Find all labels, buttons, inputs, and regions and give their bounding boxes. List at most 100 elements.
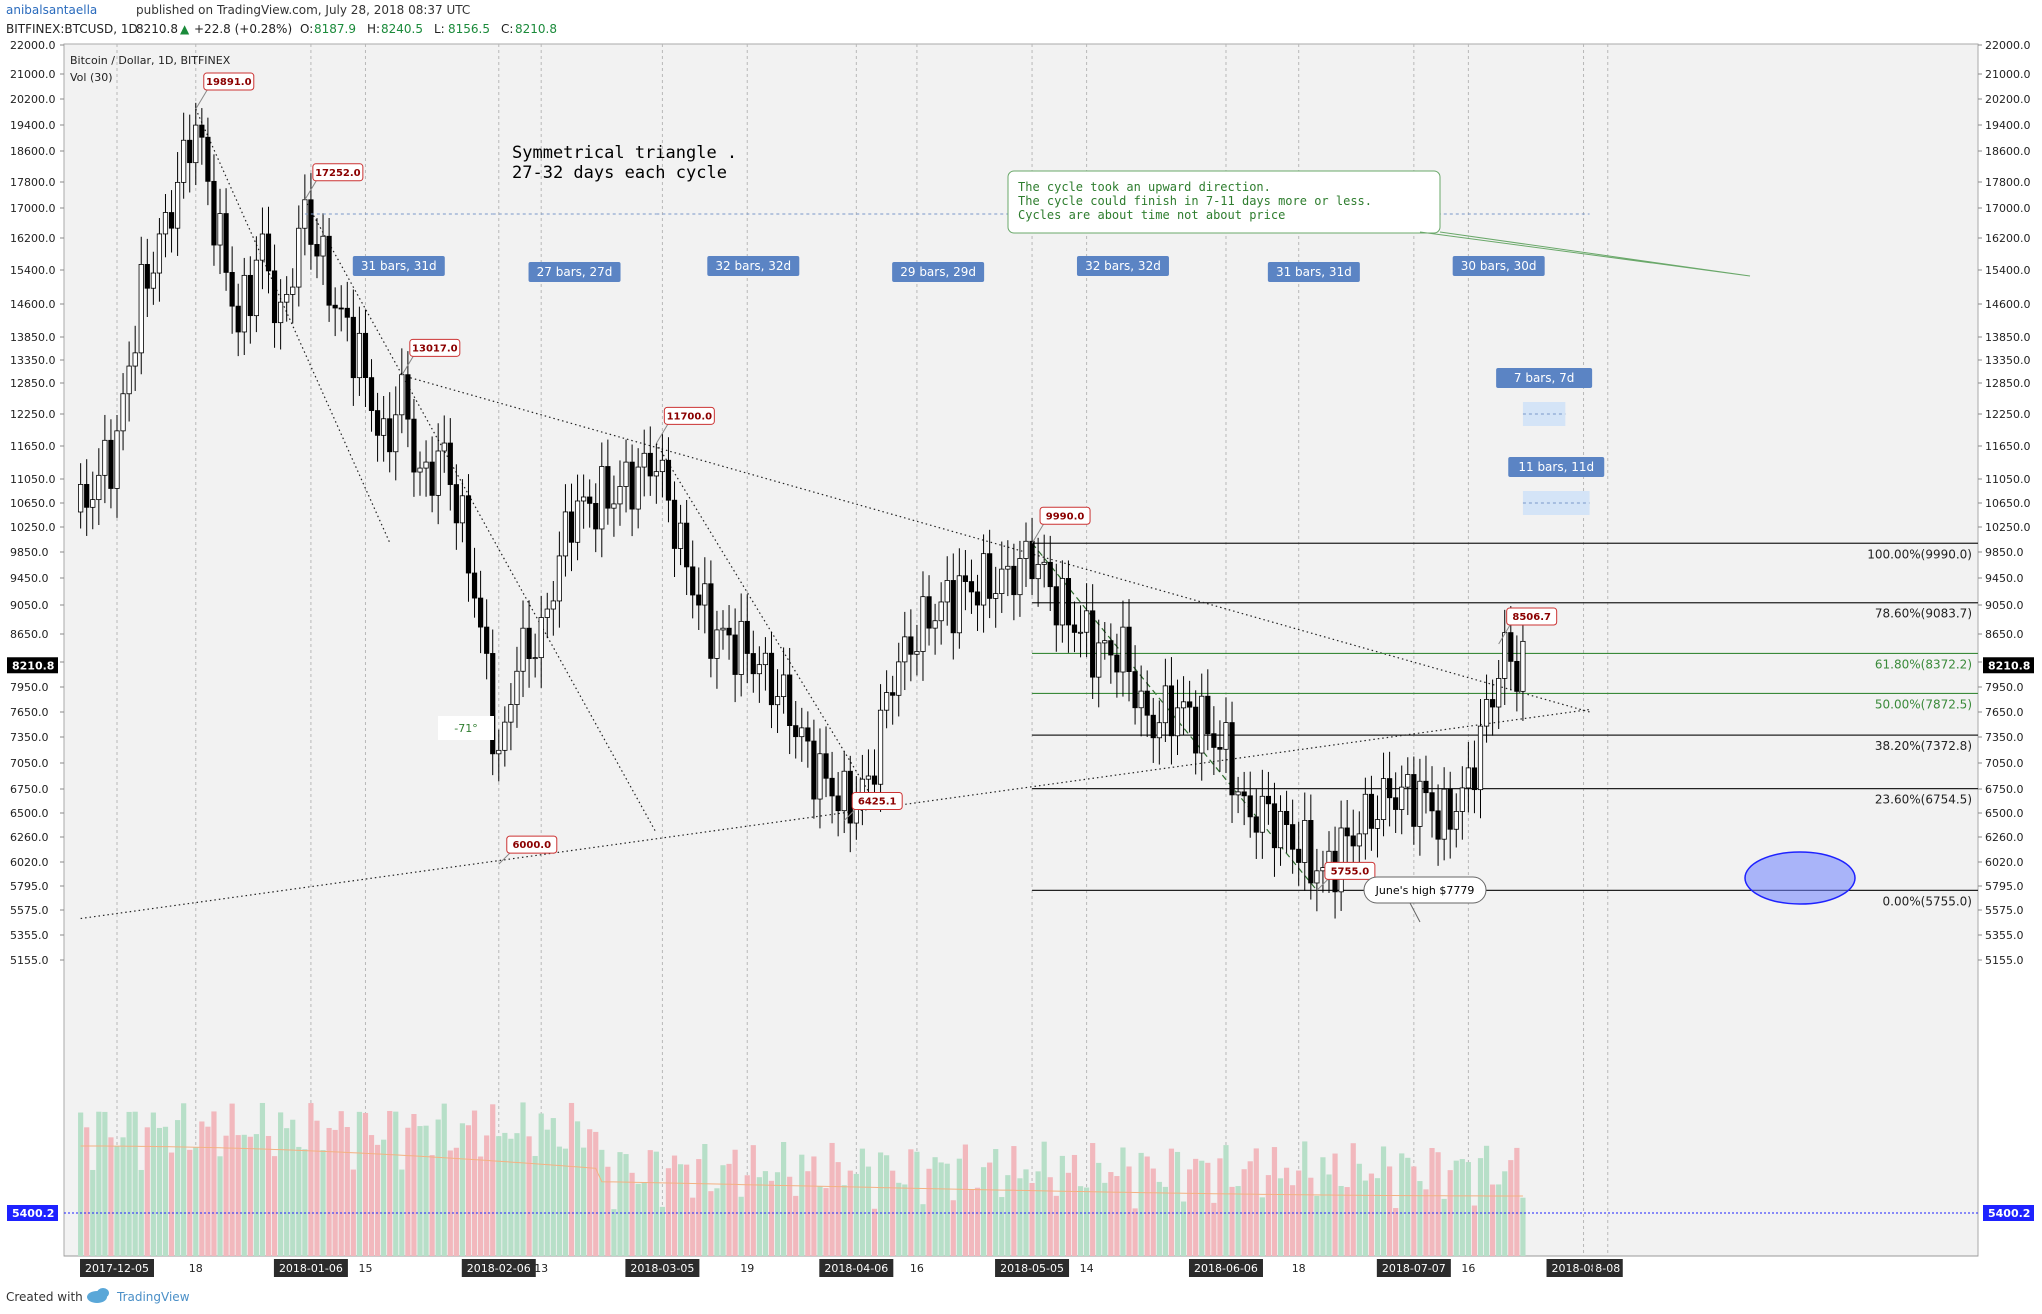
candle-body — [1071, 624, 1078, 633]
candle-body — [405, 374, 411, 420]
y-tick-label-right: 21000.0 — [1985, 68, 2031, 81]
x-date-label: 2018-06-06 — [1194, 1262, 1258, 1275]
volume-bar — [514, 1133, 520, 1256]
volume-bar — [484, 1135, 490, 1256]
price-label-text: 13017.0 — [412, 343, 458, 354]
candle-body — [278, 301, 284, 324]
candle-body — [562, 511, 569, 557]
candle-body — [665, 459, 672, 501]
candle-body — [611, 503, 617, 509]
volume-bar — [538, 1113, 544, 1256]
x-tick-label: 18 — [189, 1262, 203, 1275]
y-tick-label-right: 10250.0 — [1985, 521, 2031, 534]
time-axis[interactable]: 2017-12-05 18 2018-01-06 15 2018-02-06 13 2018… — [80, 1259, 1623, 1277]
candle-body — [714, 629, 720, 659]
price-label-pointer — [843, 808, 857, 821]
volume-bar — [1477, 1158, 1484, 1256]
y-tick-label-right: 9450.0 — [1985, 572, 2024, 585]
volume-bar — [520, 1102, 526, 1256]
volume-bar — [1338, 1185, 1344, 1256]
candle-body — [1174, 707, 1181, 737]
candle-body — [980, 553, 987, 606]
volume-bar — [405, 1127, 411, 1256]
x-tick-label: 19 — [740, 1262, 754, 1275]
x-date-label: 2018-07-07 — [1382, 1262, 1446, 1275]
volume-bar — [1211, 1202, 1217, 1256]
volume-bar — [411, 1114, 417, 1256]
volume-bar — [1126, 1166, 1132, 1256]
candle-body — [1253, 816, 1259, 833]
price-label-text: 8506.7 — [1512, 612, 1551, 623]
candle-body — [950, 580, 956, 634]
y-tick-label-right: 9850.0 — [1985, 546, 2024, 559]
cycle-note-2: The cycle could finish in 7-11 days more… — [1018, 194, 1372, 208]
candle-body — [174, 181, 181, 229]
y-tick-label-left: 6260.0 — [10, 831, 49, 844]
candle-body — [1259, 795, 1265, 833]
author-link[interactable]: anibalsantaella — [6, 3, 97, 17]
forecast-badge — [1508, 457, 1605, 477]
candle-body — [1368, 793, 1375, 829]
candle-body — [168, 212, 175, 229]
volume-bar — [453, 1147, 459, 1256]
candle-body — [1277, 810, 1284, 849]
candle-body — [368, 377, 375, 411]
candle-body — [914, 651, 920, 655]
price-axis-left[interactable]: 22000.0 21000.0 20200.0 19400.0 18600.0 17800… — [7, 39, 1978, 1221]
volume-bar — [1405, 1157, 1411, 1256]
volume-bar — [241, 1134, 247, 1256]
candle-body — [1374, 819, 1381, 829]
y-tick-label-right: 7350.0 — [1985, 731, 2024, 744]
volume-bar — [96, 1111, 102, 1256]
ohlc-value: 8156.5 — [448, 22, 490, 36]
volume-bar — [968, 1189, 975, 1256]
volume-bar — [708, 1191, 714, 1256]
x-date-badge — [80, 1259, 154, 1277]
volume-bar — [156, 1127, 163, 1256]
price-axis-right[interactable]: 22000.0 21000.0 20200.0 19400.0 18600.0 17800… — [1978, 39, 2034, 1221]
ohlc-value: 8187.9 — [314, 22, 356, 36]
y-tick-label-right: 8650.0 — [1985, 628, 2024, 641]
candle-body — [508, 704, 514, 723]
volume-bar — [393, 1111, 399, 1256]
candle-body — [296, 227, 302, 288]
y-tick-label-left: 10650.0 — [10, 497, 56, 510]
candle-body — [1077, 631, 1084, 634]
volume-bar — [1374, 1178, 1381, 1256]
volume-bar — [1441, 1198, 1447, 1256]
y-tick-label-left: 16200.0 — [10, 232, 56, 245]
volume-bar — [550, 1118, 556, 1256]
volume-bar — [1150, 1168, 1156, 1256]
footer-brand[interactable]: TradingView — [116, 1290, 190, 1304]
candle-body — [1041, 561, 1047, 565]
plot-area — [63, 43, 1979, 1257]
candle-body — [823, 753, 829, 779]
volume-bar — [496, 1136, 502, 1256]
ohlc-key: C: — [501, 22, 513, 36]
candle-body — [1059, 578, 1065, 626]
candle-body — [1435, 810, 1441, 840]
volume-bar — [308, 1103, 314, 1256]
cycle-badge — [1267, 262, 1360, 282]
y-tick-label-right: 12250.0 — [1985, 408, 2031, 421]
price-label-pointer — [655, 423, 669, 444]
candle-body — [1271, 803, 1278, 849]
volume-bar — [1283, 1167, 1290, 1256]
triangle-lower-line — [80, 708, 1590, 920]
y-tick-label-left: 15400.0 — [10, 264, 56, 277]
y-tick-label-left: 6020.0 — [10, 856, 49, 869]
candle-body — [890, 692, 896, 696]
price-label-text: 19891.0 — [206, 77, 252, 88]
y-tick-label-left: 13850.0 — [10, 331, 56, 344]
candle-body — [162, 212, 169, 235]
volume-bar — [799, 1154, 805, 1256]
volume-bars — [78, 1102, 1526, 1256]
volume-bar — [199, 1121, 205, 1256]
volume-bar — [253, 1134, 259, 1256]
candle-body — [1490, 699, 1496, 708]
candle-body — [435, 450, 441, 496]
y-tick-label-left: 11050.0 — [10, 473, 56, 486]
y-tick-label-right: 11650.0 — [1985, 440, 2031, 453]
volume-bar — [114, 1146, 120, 1256]
volume-bar — [502, 1132, 508, 1256]
